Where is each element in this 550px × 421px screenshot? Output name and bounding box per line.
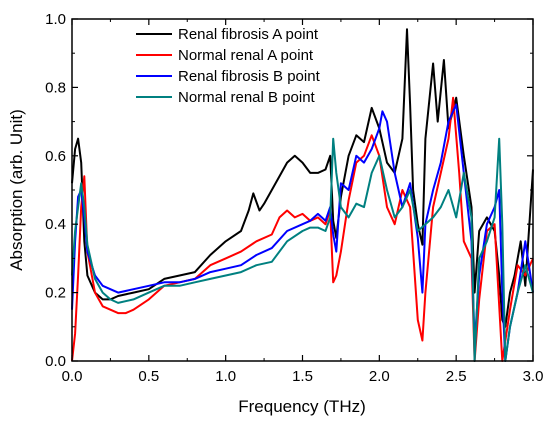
- legend-label: Renal fibrosis A point: [178, 26, 319, 43]
- legend-label: Normal renal B point: [178, 89, 316, 106]
- y-tick-label: 0.0: [45, 353, 66, 370]
- legend: Renal fibrosis A point Normal renal A poi…: [136, 26, 321, 106]
- y-tick-label: 1.0: [45, 11, 66, 28]
- x-tick-label: 0.0: [62, 368, 83, 385]
- x-tick-label: 2.0: [369, 368, 390, 385]
- x-tick-label: 3.0: [523, 368, 544, 385]
- legend-label: Renal fibrosis B point: [178, 68, 321, 85]
- x-tick-label: 0.5: [138, 368, 159, 385]
- x-tick-label: 1.5: [292, 368, 313, 385]
- y-tick-label: 0.4: [45, 216, 66, 233]
- y-axis-title: Absorption (arb. Unit): [7, 109, 26, 271]
- legend-label: Normal renal A point: [178, 47, 314, 64]
- x-tick-label: 2.5: [446, 368, 467, 385]
- y-tick-label: 0.6: [45, 148, 66, 165]
- y-tick-label: 0.2: [45, 285, 66, 302]
- series-line: [72, 98, 533, 361]
- x-axis-title: Frequency (THz): [238, 397, 366, 416]
- y-tick-label: 0.8: [45, 79, 66, 96]
- series-line: [72, 139, 533, 361]
- x-tick-label: 1.0: [215, 368, 236, 385]
